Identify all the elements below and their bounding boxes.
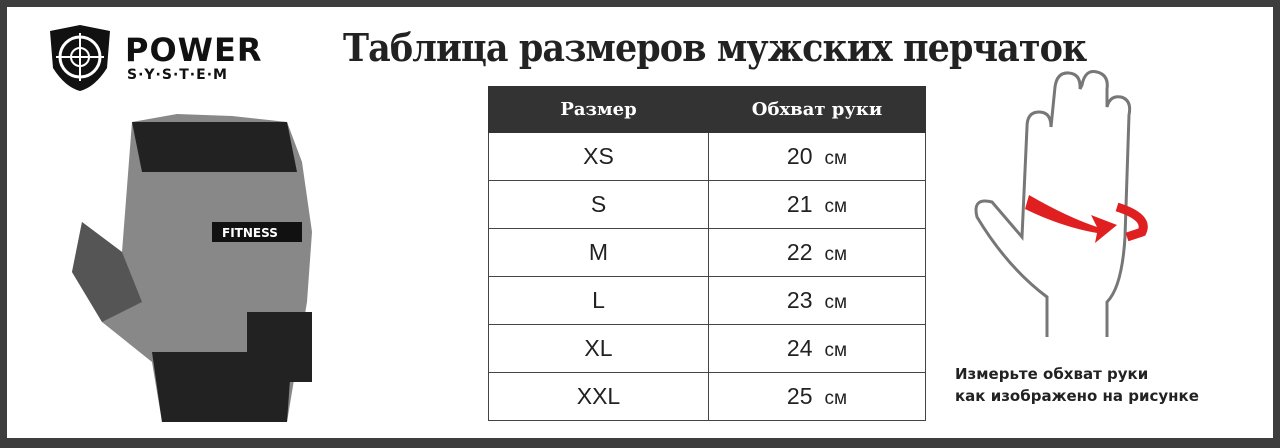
table-row: S 21 см [488, 180, 926, 229]
girth-unit: см [824, 340, 848, 361]
brand-name: POWER [125, 31, 263, 69]
glove-label: FITNESS [222, 226, 278, 240]
hand-measure-illustration [974, 70, 1148, 337]
girth-cell: 20 см [708, 132, 926, 181]
girth-cell: 24 см [708, 324, 926, 373]
table-row: M 22 см [488, 228, 926, 277]
table-row: XS 20 см [488, 132, 926, 181]
glove-image: FITNESS [72, 114, 312, 422]
size-table: Размер Обхват руки XS 20 см S 21 см M 22 см L 23 см… [488, 86, 926, 421]
brand-subtitle: S·Y·S·T·E·M [127, 67, 228, 83]
table-row: L 23 см [488, 276, 926, 325]
size-cell: XL [488, 324, 709, 373]
header-size: Размер [488, 86, 709, 133]
note-line-1: Измерьте обхват руки [955, 365, 1149, 383]
girth-value: 20 [786, 143, 813, 169]
power-system-logo: POWER S·Y·S·T·E·M [45, 23, 325, 93]
size-cell: L [488, 276, 709, 325]
crosshair-shield-icon [50, 25, 110, 91]
girth-unit: см [824, 244, 848, 265]
girth-cell: 21 см [708, 180, 926, 229]
girth-unit: см [824, 148, 848, 169]
table-row: XXL 25 см [488, 372, 926, 421]
table-row: XL 24 см [488, 324, 926, 373]
size-cell: M [488, 228, 709, 277]
girth-cell: 22 см [708, 228, 926, 277]
measure-instruction: Измерьте обхват руки как изображено на р… [955, 363, 1199, 407]
girth-cell: 23 см [708, 276, 926, 325]
girth-value: 25 [786, 383, 813, 409]
size-cell: XXL [488, 372, 709, 421]
girth-value: 24 [786, 335, 813, 361]
girth-value: 23 [786, 287, 813, 313]
page-title: Таблица размеров мужских перчаток [343, 25, 1087, 70]
girth-value: 22 [786, 239, 813, 265]
girth-cell: 25 см [708, 372, 926, 421]
size-cell: XS [488, 132, 709, 181]
header-girth: Обхват руки [708, 86, 926, 133]
girth-value: 21 [786, 191, 813, 217]
girth-unit: см [824, 292, 848, 313]
girth-unit: см [824, 388, 848, 409]
girth-unit: см [824, 196, 848, 217]
note-line-2: как изображено на рисунке [955, 387, 1199, 405]
size-chart: POWER S·Y·S·T·E·M Таблица размеров мужск… [7, 7, 1273, 438]
size-cell: S [488, 180, 709, 229]
